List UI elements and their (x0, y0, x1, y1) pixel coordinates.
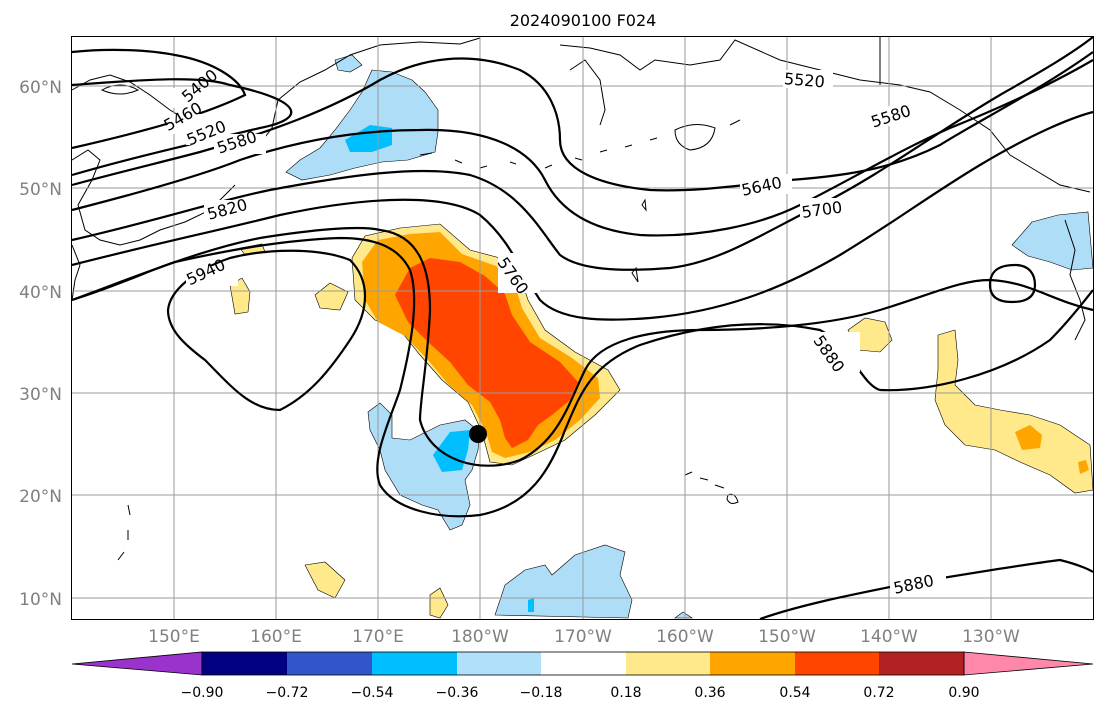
colorbar-segment (202, 652, 287, 675)
lon-label: 140°W (860, 627, 918, 647)
colorbar-segment (795, 652, 879, 675)
colorbar-tick: 0.72 (863, 685, 894, 701)
lon-label: 130°W (962, 627, 1020, 647)
coastlines (71, 37, 1091, 561)
lat-label: 20°N (19, 487, 62, 507)
positive-region-red (395, 258, 578, 448)
colorbar-tick: 0.54 (779, 685, 810, 701)
positive-region-east-orange-2 (1078, 460, 1089, 474)
contour-5760 (71, 226, 1094, 467)
negative-region-central (367, 402, 481, 531)
colorbar-segment (287, 652, 372, 675)
lat-label: 40°N (19, 283, 62, 303)
colorbar-tick: −0.90 (181, 685, 224, 701)
negative-region-north-small (334, 54, 363, 73)
colorbar-tick: 0.90 (948, 685, 979, 701)
lat-label: 30°N (19, 385, 62, 405)
lon-label: 160°W (656, 627, 714, 647)
height-contours (71, 36, 1094, 621)
positive-region-east-1 (934, 329, 1094, 494)
contour-5820 (71, 236, 1094, 518)
colorbar-tick: −0.18 (520, 685, 563, 701)
contour-5640 (71, 36, 1094, 271)
colorbar-tick: −0.72 (266, 685, 309, 701)
lon-label: 180°W (451, 627, 509, 647)
lat-label: 60°N (19, 78, 62, 98)
positive-region-west-1 (229, 277, 251, 315)
colorbar-segment (457, 652, 541, 675)
colorbar-tick: −0.54 (351, 685, 394, 701)
colorbar-segment (372, 652, 457, 675)
contour-label-group: 5400 5460 5520 5580 5820 5940 5760 5640 … (161, 65, 946, 598)
contour-5520-west (71, 57, 791, 192)
colorbar-tick: 0.36 (694, 685, 725, 701)
figure-title: 2024090100 F024 (510, 11, 657, 30)
colorbar-tick: −0.36 (436, 685, 479, 701)
contour-5940 (166, 249, 367, 412)
negative-region-south-blue (528, 598, 534, 612)
contour-5460 (71, 78, 293, 177)
shaded-field (229, 54, 1094, 619)
colorbar-segment (541, 652, 626, 675)
contour-closed-east (988, 263, 1037, 304)
lon-label: 170°E (352, 627, 404, 647)
contour-5400 (71, 48, 247, 150)
lat-label: 50°N (19, 180, 62, 200)
positive-region-east-orange (1015, 425, 1042, 450)
colorbar: −0.90 −0.72 −0.54 −0.36 −0.18 0.18 0.36 … (71, 651, 1094, 701)
negative-region-north (285, 69, 439, 181)
positive-region-south-1 (304, 561, 346, 599)
lon-label: 150°E (148, 627, 200, 647)
lon-label: 170°W (554, 627, 612, 647)
colorbar-tick: 0.18 (610, 685, 641, 701)
colorbar-segment (879, 652, 964, 675)
colorbar-extend-left (71, 651, 203, 676)
lon-label: 150°W (758, 627, 816, 647)
lon-label: 160°E (250, 627, 302, 647)
negative-region-east (1011, 211, 1094, 271)
positive-region-south-2 (429, 587, 449, 619)
negative-region-south (494, 544, 633, 619)
negative-region-south-small (674, 611, 693, 619)
contour-5700 (71, 110, 1094, 321)
colorbar-extend-right (963, 651, 1094, 676)
contour-label: 5580 (869, 101, 914, 132)
contour-5880-south (759, 558, 1094, 621)
lat-label: 10°N (19, 590, 62, 610)
contour-5520-east (789, 51, 1094, 182)
storm-center-marker (469, 425, 487, 443)
colorbar-segment (710, 652, 795, 675)
contour-label: 5520 (783, 69, 825, 91)
positive-region-west-2 (314, 282, 349, 311)
grid-lines (72, 37, 1093, 619)
latitude-labels: 60°N 50°N 40°N 30°N 20°N 10°N (19, 78, 62, 610)
map-frame (71, 36, 1094, 620)
colorbar-segment (626, 652, 710, 675)
longitude-labels: 150°E 160°E 170°E 180°W 170°W 160°W 150°… (148, 627, 1020, 647)
